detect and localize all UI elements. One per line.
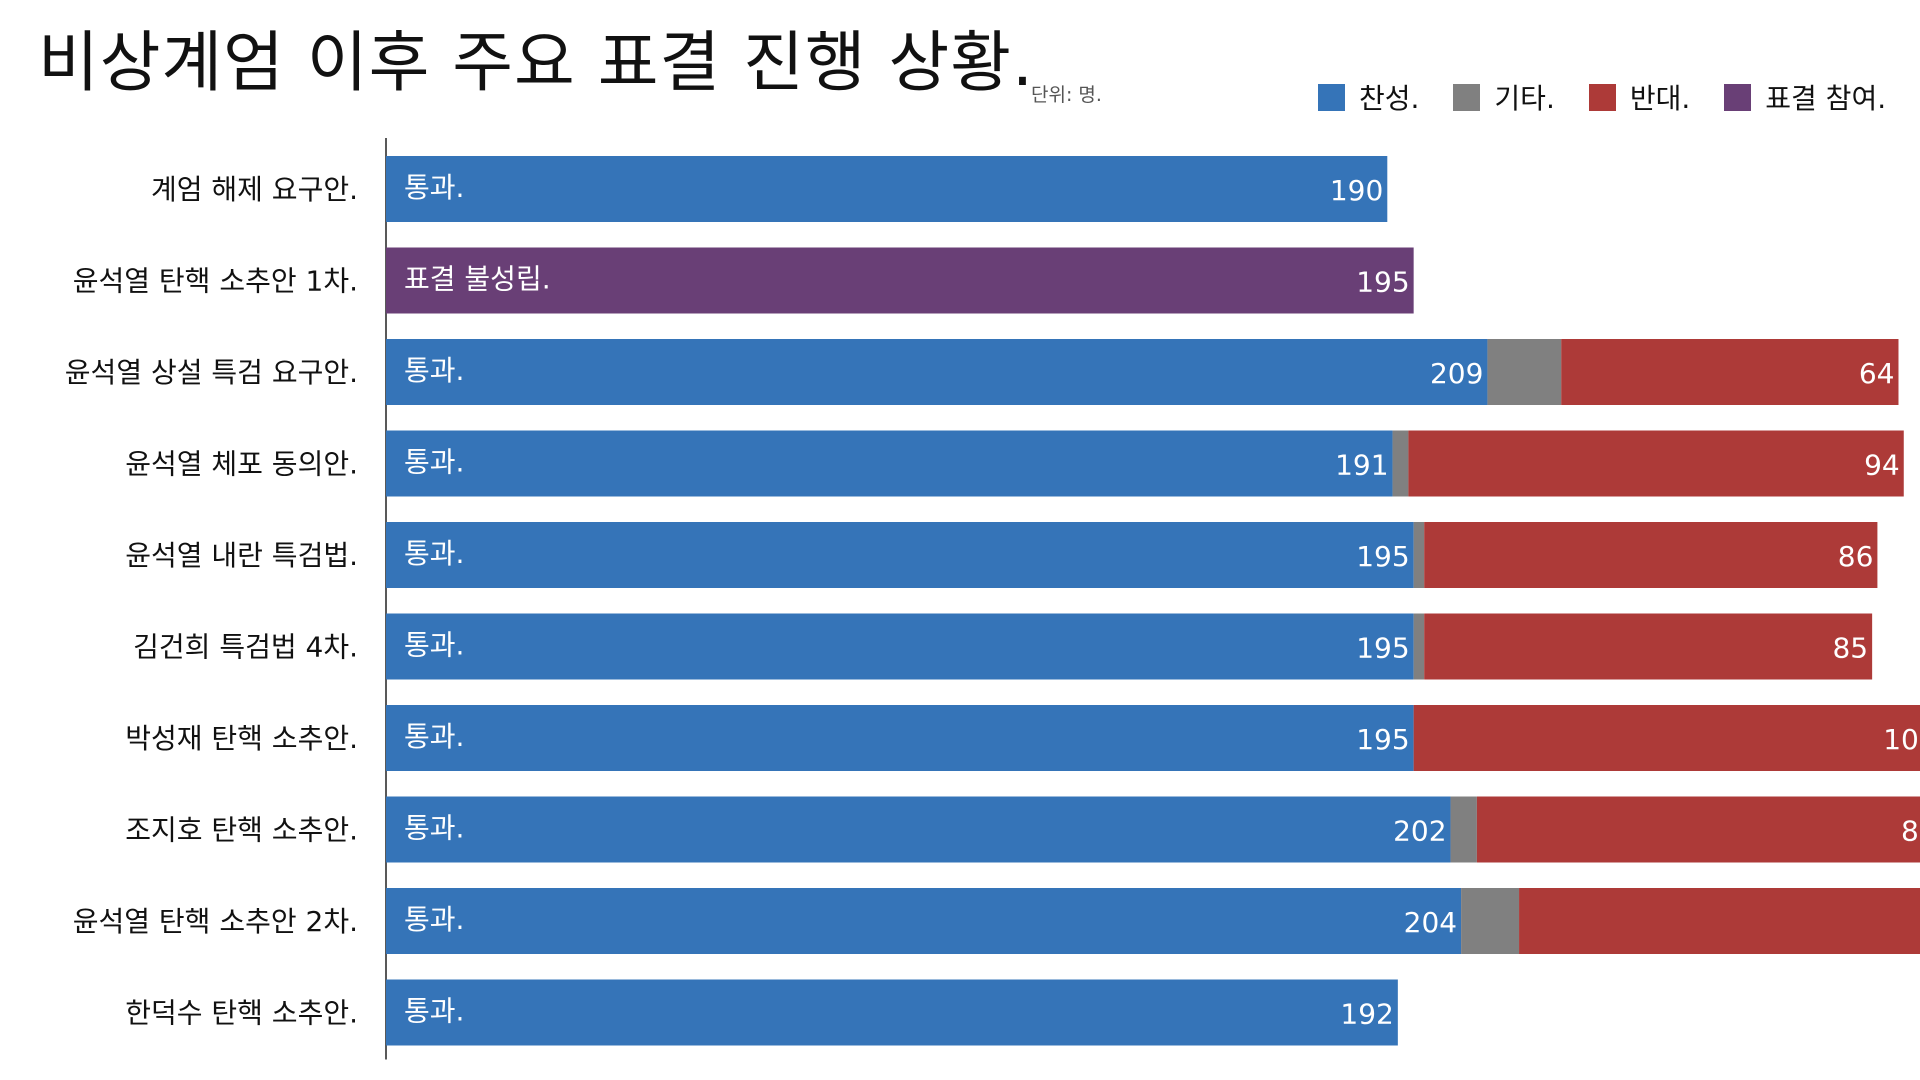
category-label: 박성재 탄핵 소추안.	[125, 722, 358, 755]
category-label: 윤석열 상설 특검 요구안.	[65, 356, 358, 389]
legend-label-other: 기타.	[1494, 82, 1555, 115]
bar-segment-yes	[386, 339, 1488, 405]
result-label: 통과.	[404, 354, 464, 387]
bar-segment-other	[1461, 888, 1520, 954]
data-label-no: 86	[1838, 540, 1874, 573]
legend-label-yes: 찬성.	[1359, 82, 1420, 115]
result-label: 표결 불성립.	[404, 263, 551, 296]
category-label: 윤석열 탄핵 소추안 1차.	[73, 265, 358, 298]
legend-label-participation: 표결 참여.	[1765, 82, 1887, 115]
bar-segment-participation	[386, 247, 1414, 314]
bar-segment-other	[1413, 522, 1425, 588]
unit-label: 단위: 명.	[1031, 84, 1102, 106]
bar-segment-yes	[386, 979, 1398, 1046]
category-label: 윤석열 탄핵 소추안 2차.	[73, 905, 358, 938]
data-label-no: 94	[1864, 449, 1900, 482]
data-label-yes: 191	[1335, 449, 1388, 482]
chart-title: 비상계엄 이후 주요 표결 진행 상황.	[38, 24, 1034, 101]
bar-segment-no	[1561, 339, 1899, 405]
bar-segment-other	[1413, 613, 1425, 680]
result-label: 통과.	[404, 171, 464, 204]
data-label-no: 88	[1901, 815, 1920, 848]
result-label: 통과.	[404, 629, 464, 662]
bar-segment-no	[1519, 888, 1920, 954]
category-label: 윤석열 체포 동의안.	[125, 448, 358, 481]
bar-segment-yes	[386, 156, 1388, 222]
bar-segment-no	[1424, 522, 1878, 588]
result-label: 통과.	[404, 446, 464, 479]
bar-segment-no	[1424, 613, 1873, 680]
bar-segment-yes	[386, 796, 1451, 863]
data-label-yes: 190	[1330, 174, 1383, 207]
bar-segment-other	[1450, 796, 1477, 863]
legend-item-no: 반대.	[1588, 77, 1691, 117]
legend-swatch-participation	[1724, 83, 1752, 111]
result-label: 통과.	[404, 903, 464, 936]
bar-segment-no	[1413, 705, 1920, 771]
data-label-yes: 202	[1393, 815, 1446, 848]
result-label: 통과.	[404, 995, 464, 1028]
data-label-yes: 204	[1404, 906, 1457, 939]
bar-segment-yes	[386, 613, 1414, 680]
data-label-yes: 192	[1340, 998, 1393, 1031]
data-label-participation: 195	[1356, 266, 1409, 299]
data-label-no: 100	[1883, 723, 1920, 756]
category-label: 윤석열 내란 특검법.	[125, 539, 358, 572]
legend-item-yes: 찬성.	[1318, 77, 1419, 117]
bar-segment-yes	[386, 522, 1414, 588]
data-label-yes: 209	[1430, 357, 1483, 390]
result-label: 통과.	[404, 812, 464, 845]
bar-segment-yes	[386, 705, 1414, 771]
bar-segment-other	[1392, 430, 1409, 497]
data-label-yes: 195	[1356, 540, 1409, 573]
legend-item-participation: 표결 참여.	[1724, 77, 1886, 117]
result-label: 통과.	[404, 537, 464, 570]
bar-segment-yes	[386, 888, 1462, 954]
legend-label-no: 반대.	[1629, 82, 1691, 115]
data-label-yes: 195	[1356, 632, 1409, 665]
data-label-no: 85	[1832, 632, 1868, 665]
legend: 찬성. 기타. 반대. 표결 참여.	[1318, 77, 1886, 117]
legend-swatch-no	[1588, 83, 1616, 111]
bar-segment-no	[1476, 796, 1920, 863]
category-label: 계엄 해제 요구안.	[151, 173, 358, 206]
legend-swatch-yes	[1318, 83, 1345, 111]
legend-swatch-other	[1453, 83, 1481, 111]
data-label-yes: 195	[1356, 723, 1409, 756]
category-label: 한덕수 탄핵 소추안.	[125, 997, 358, 1030]
data-label-no: 64	[1859, 357, 1895, 390]
bar-segment-yes	[386, 430, 1393, 497]
bar-segment-no	[1408, 430, 1904, 497]
bar-segment-other	[1487, 339, 1562, 405]
category-label: 조지호 탄핵 소추안.	[125, 814, 358, 847]
result-label: 통과.	[404, 720, 464, 753]
legend-item-other: 기타.	[1453, 77, 1555, 117]
category-label: 김건희 특검법 4차.	[133, 631, 358, 664]
